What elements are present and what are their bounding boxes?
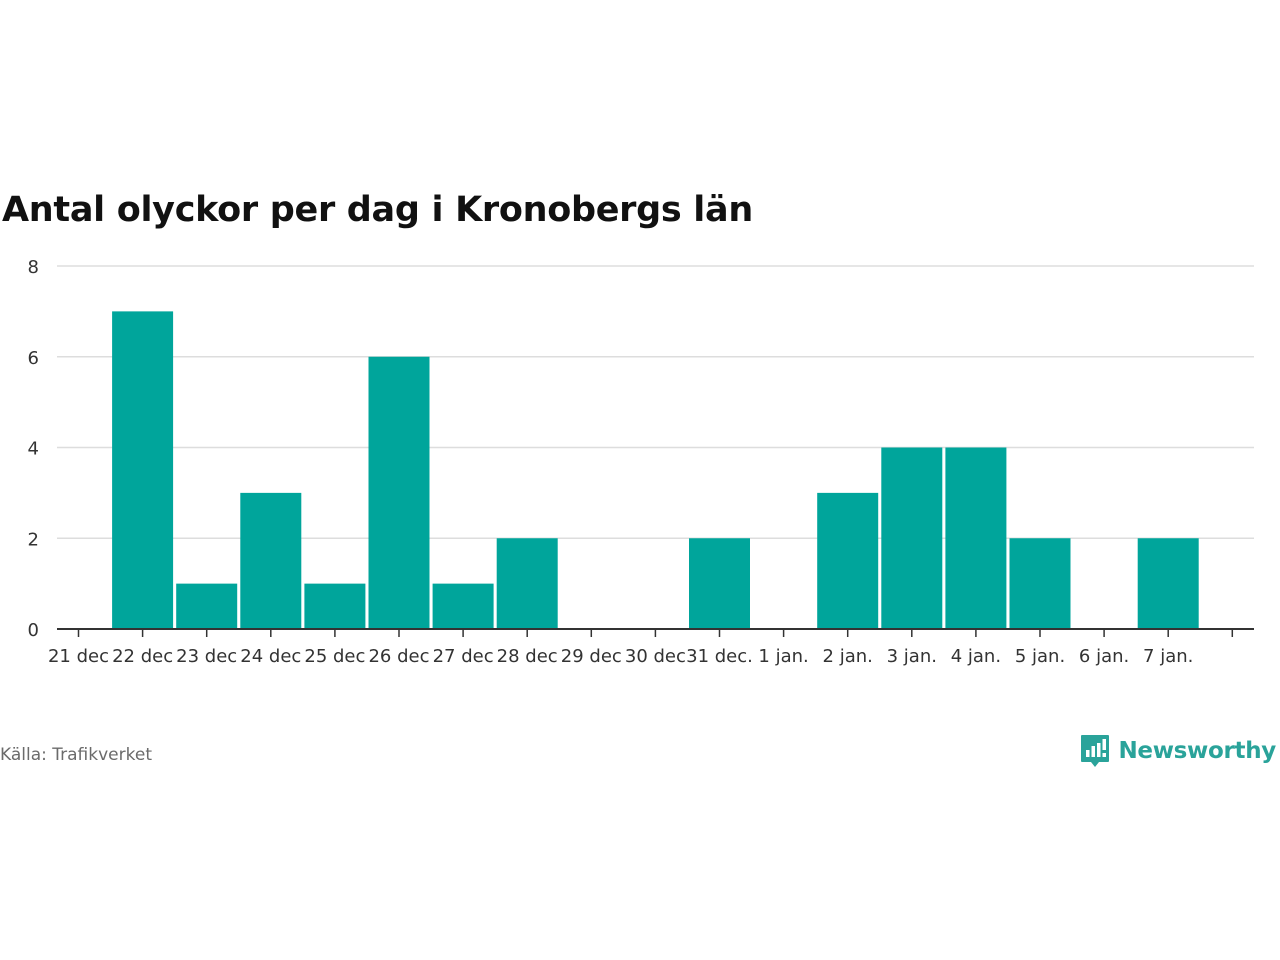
- bar-4-jan[interactable]: [945, 447, 1007, 630]
- y-tick-label: 4: [28, 439, 39, 460]
- x-tick-label: 7 jan.: [1143, 646, 1193, 667]
- bar-31-dec[interactable]: [689, 538, 750, 629]
- y-tick-label: 8: [28, 257, 39, 278]
- bar-3-jan[interactable]: [881, 447, 943, 630]
- x-tick-label: 5 jan.: [1015, 646, 1065, 667]
- x-tick-label: 22 dec: [112, 646, 173, 667]
- y-axis-ticks: 0 2 4 6 8: [28, 257, 39, 641]
- bar-25-dec[interactable]: [304, 583, 366, 629]
- x-tick-label: 25 dec: [304, 646, 365, 667]
- x-tick-label: 24 dec: [240, 646, 301, 667]
- x-tick-label: 30 dec: [625, 646, 686, 667]
- x-tick-label: 1 jan.: [758, 646, 808, 667]
- gridlines: [57, 265, 1254, 539]
- chart-title: Antal olyckor per dag i Kronobergs län: [2, 190, 753, 230]
- brand-name: Newsworthy: [1118, 738, 1276, 764]
- x-tick-label: 4 jan.: [951, 646, 1001, 667]
- bar-5-jan[interactable]: [1009, 538, 1071, 629]
- bar-28-dec[interactable]: [496, 538, 558, 629]
- x-tick-label: 28 dec: [497, 646, 558, 667]
- y-tick-label: 0: [28, 620, 39, 641]
- x-tick-label: 26 dec: [368, 646, 429, 667]
- x-tick-label: 29 dec: [561, 646, 622, 667]
- source-note: Källa: Trafikverket: [0, 745, 152, 765]
- bar-7-jan[interactable]: [1137, 538, 1199, 629]
- y-tick-label: 2: [28, 529, 39, 550]
- brand-logo[interactable]: Newsworthy: [1080, 734, 1276, 768]
- x-tick-label: 6 jan.: [1079, 646, 1129, 667]
- x-tick-label: 27 dec: [433, 646, 494, 667]
- x-tick-label: 31 dec.: [686, 646, 753, 667]
- x-tick-label: 3 jan.: [887, 646, 937, 667]
- y-tick-label: 6: [28, 348, 39, 369]
- bar-23-dec[interactable]: [176, 583, 238, 629]
- bars: [112, 311, 1199, 629]
- bar-26-dec[interactable]: [368, 356, 430, 629]
- x-tick-label: 23 dec: [176, 646, 237, 667]
- x-tick-label: 21 dec: [48, 646, 109, 667]
- bar-22-dec[interactable]: [112, 311, 174, 629]
- x-tick-label: 2 jan.: [823, 646, 873, 667]
- bar-24-dec[interactable]: [240, 492, 302, 629]
- newsworthy-logo-icon: [1081, 735, 1110, 767]
- bar-27-dec[interactable]: [432, 583, 494, 629]
- x-axis-ticks: 21 dec 22 dec 23 dec 24 dec 25 dec 26 dec 27 d…: [48, 629, 1234, 667]
- bar-2-jan[interactable]: [817, 492, 879, 629]
